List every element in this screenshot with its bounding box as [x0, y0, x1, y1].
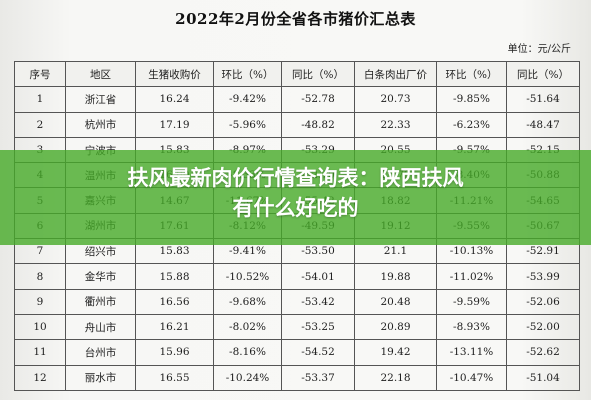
table-cell: -8.16%: [213, 339, 282, 366]
header-cell: 生猪收购价: [135, 60, 214, 88]
unit-label: 单位：元/公斤: [507, 44, 571, 55]
table-cell: 17.19: [135, 111, 214, 138]
table-cell: 15.88: [135, 263, 214, 290]
table-cell: -10.47%: [436, 364, 507, 391]
table-cell: 19.42: [354, 339, 437, 366]
table-row: 8 金华市 15.88 -10.52% -54.01 19.88 -11.02% -53.99: [14, 263, 580, 290]
table-cell: 2: [14, 111, 66, 138]
table-cell: 衢州市: [65, 288, 136, 315]
table-cell: -54.52: [281, 339, 355, 366]
table-cell: -9.68%: [213, 288, 282, 315]
table-cell: 20.73: [354, 86, 437, 113]
table-cell: -53.42: [281, 288, 355, 315]
table-cell: 舟山市: [65, 313, 136, 341]
banner-text: 扶风最新肉价行情查询表：陕西扶风 有什么好吃的: [0, 163, 591, 223]
table-row: 9 衢州市 16.56 -9.68% -53.42 20.48 -9.59% -52.06: [14, 288, 580, 315]
table-cell: -10.52%: [213, 263, 282, 290]
table-cell: 20.89: [354, 313, 437, 341]
table-cell: -9.59%: [436, 288, 507, 315]
table-cell: -53.37: [281, 364, 355, 391]
table-cell: -48.47: [506, 111, 580, 138]
table-cell: -8.93%: [436, 313, 507, 341]
table-row: 10 舟山市 16.21 -8.02% -53.25 20.89 -8.93% -52.00: [14, 313, 580, 341]
table-row: 1 浙江省 16.24 -9.42% -52.78 20.73 -9.85% -51.64: [14, 86, 580, 113]
table-cell: 金华市: [65, 263, 136, 290]
table-cell: -52.62: [506, 339, 580, 366]
table-cell: 9: [14, 288, 66, 315]
table-cell: -9.85%: [436, 86, 507, 113]
table-cell: -13.11%: [436, 339, 507, 366]
table-cell: -53.25: [281, 313, 355, 341]
table-cell: -9.42%: [213, 86, 282, 113]
table-cell: -52.00: [506, 313, 580, 341]
table-cell: 16.56: [135, 288, 214, 315]
banner-line-2: 有什么好吃的: [232, 196, 359, 220]
header-cell: 同比（%）: [281, 60, 355, 88]
table-cell: -8.02%: [213, 313, 282, 341]
table-cell: 12: [14, 364, 66, 391]
header-cell: 地区: [65, 60, 136, 88]
table-cell: 浙江省: [65, 86, 136, 113]
header-cell: 白条肉出厂价: [354, 60, 437, 88]
table-cell: 11: [14, 339, 66, 366]
table-cell: 杭州市: [65, 111, 136, 138]
table-cell: -10.24%: [213, 364, 282, 391]
table-cell: 22.33: [354, 111, 437, 138]
table-cell: -51.04: [506, 364, 580, 391]
table-cell: 20.48: [354, 288, 437, 315]
title-banner: [0, 150, 591, 245]
table-title: 2022年2月份全省各市猪价汇总表: [175, 10, 416, 28]
table-cell: -54.01: [281, 263, 355, 290]
table-cell: 10: [14, 313, 66, 341]
header-row: 序号 地区 生猪收购价 环比（%） 同比（%） 白条肉出厂价 环比（%） 同比（…: [14, 60, 580, 88]
table-cell: -53.99: [506, 263, 580, 290]
header-cell: 序号: [14, 60, 66, 88]
table-cell: 丽水市: [65, 364, 136, 391]
table-cell: 台州市: [65, 339, 136, 366]
table-cell: -11.02%: [436, 263, 507, 290]
table-cell: -51.64: [506, 86, 580, 113]
table-cell: 16.24: [135, 86, 214, 113]
table-row: 12 丽水市 16.55 -10.24% -53.37 22.18 -10.47% -51.0…: [14, 364, 580, 391]
header-cell: 环比（%）: [436, 60, 507, 88]
table-cell: -52.78: [281, 86, 355, 113]
table-cell: 22.18: [354, 364, 437, 391]
table-cell: 8: [14, 263, 66, 290]
table-cell: -5.96%: [213, 111, 282, 138]
table-cell: 15.96: [135, 339, 214, 366]
header-cell: 环比（%）: [213, 60, 282, 88]
table-cell: 16.55: [135, 364, 214, 391]
table-cell: -6.23%: [436, 111, 507, 138]
header-cell: 同比（%）: [506, 60, 580, 88]
table-cell: 16.21: [135, 313, 214, 341]
table-cell: 19.88: [354, 263, 437, 290]
table-row: 2 杭州市 17.19 -5.96% -48.82 22.33 -6.23% -48.47: [14, 111, 580, 138]
table-cell: 1: [14, 86, 66, 113]
banner-line-1: 扶风最新肉价行情查询表：陕西扶风: [127, 166, 464, 190]
table-cell: -52.06: [506, 288, 580, 315]
table-cell: -48.82: [281, 111, 355, 138]
table-row: 11 台州市 15.96 -8.16% -54.52 19.42 -13.11% -52.62: [14, 339, 580, 366]
